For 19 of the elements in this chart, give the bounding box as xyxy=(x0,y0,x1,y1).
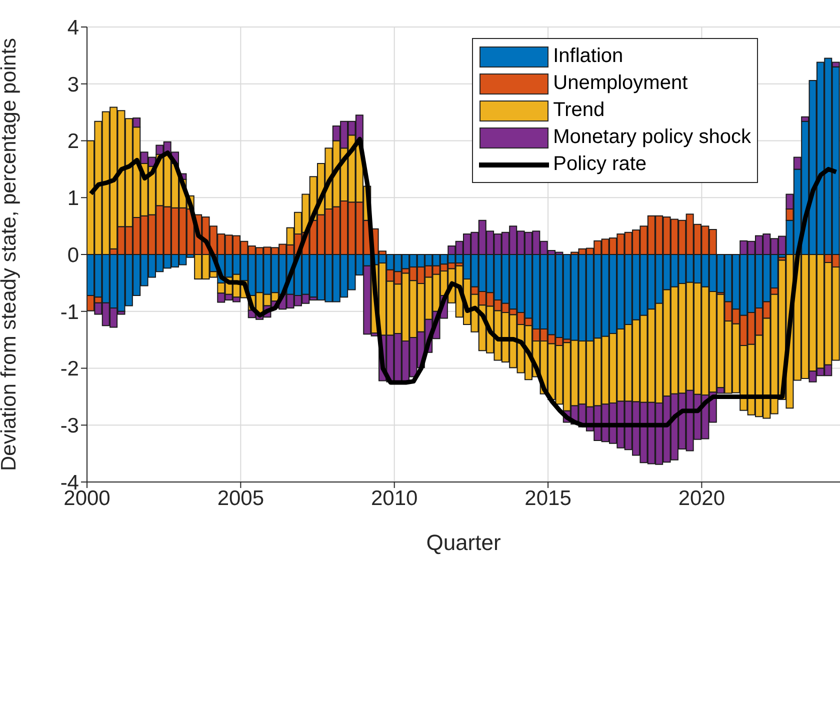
x-tick-label: 2005 xyxy=(217,486,264,510)
y-tick-label: 1 xyxy=(67,187,79,210)
legend-label: Unemployment xyxy=(553,71,688,96)
y-tick-label: -1 xyxy=(60,300,79,324)
x-tick-label: 2020 xyxy=(678,486,726,510)
y-tick-label: 2 xyxy=(67,130,79,154)
y-tick-label: -2 xyxy=(60,358,79,381)
legend-label: Policy rate xyxy=(553,152,646,177)
legend-label: Trend xyxy=(553,98,605,123)
y-tick-label: -3 xyxy=(60,414,79,438)
y-tick-label: 3 xyxy=(67,73,79,96)
x-tick-label: 2015 xyxy=(524,486,572,510)
legend-label: Inflation xyxy=(553,44,624,69)
y-tick-label: 4 xyxy=(67,16,80,40)
y-tick-label: 0 xyxy=(67,244,79,267)
x-axis-title: Quarter xyxy=(426,530,501,555)
y-axis-title: Deviation from steady state, percentage points xyxy=(0,38,20,472)
x-tick-label: 2010 xyxy=(370,486,418,510)
legend-label: Monetary policy shock xyxy=(553,125,751,150)
